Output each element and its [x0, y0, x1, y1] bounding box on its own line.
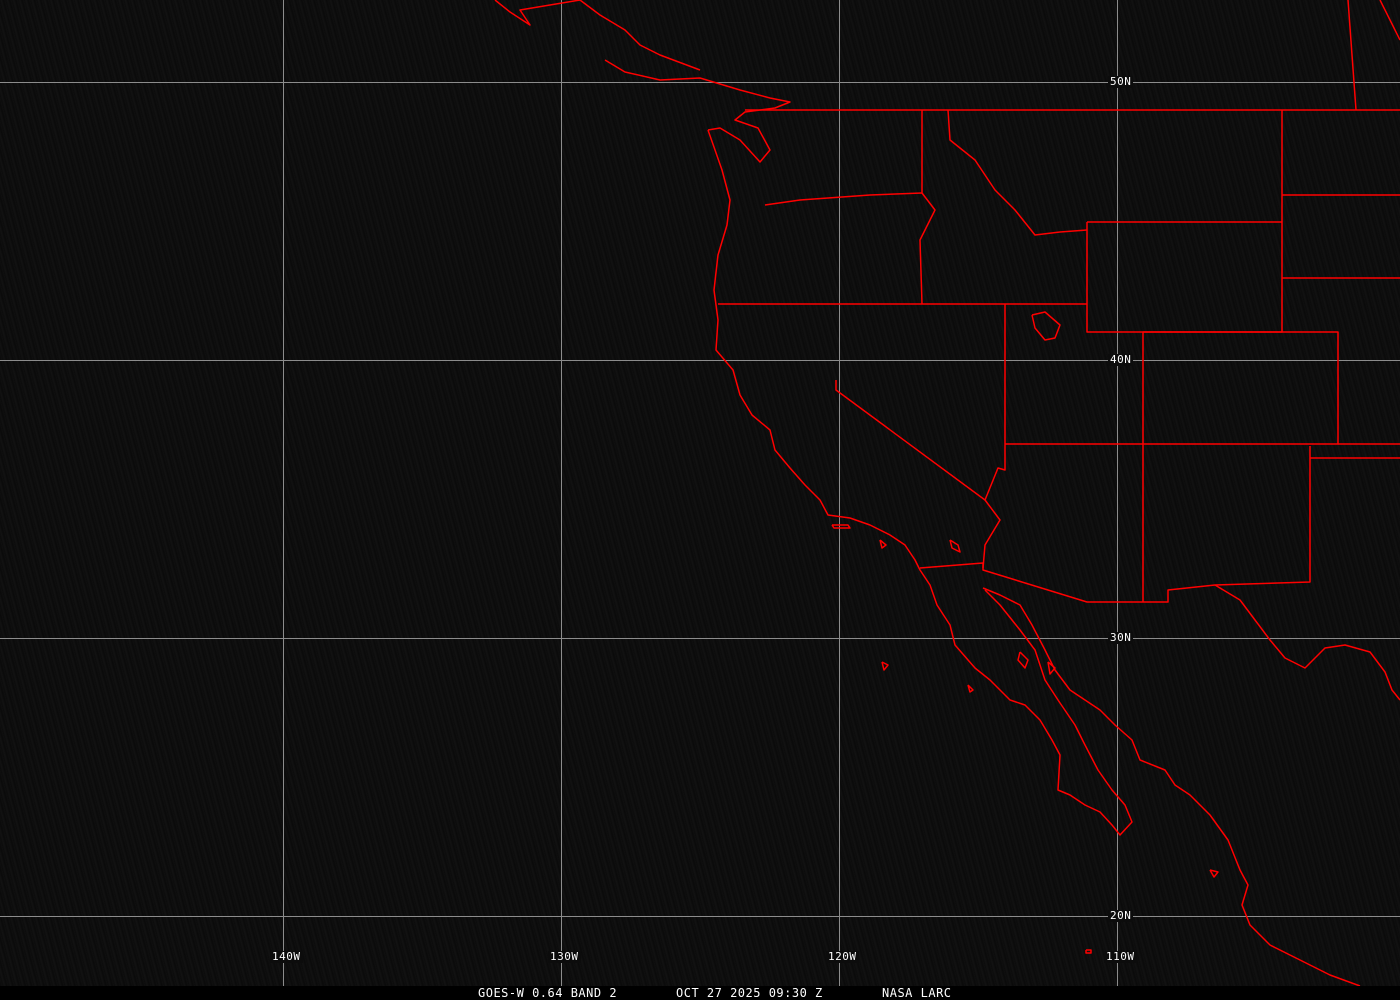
lat-label-40n: 40N — [1108, 353, 1134, 366]
coastline-pacific — [707, 129, 1133, 836]
border-wa-or — [764, 192, 923, 206]
island-c — [881, 661, 889, 671]
island-d — [1017, 651, 1029, 669]
island-a — [831, 524, 851, 529]
coastline-british-columbia — [604, 59, 791, 163]
border-us-mexico — [919, 562, 1143, 603]
lon-label-120w: 120W — [826, 950, 859, 963]
border-ca-nv — [835, 380, 986, 501]
product-label: GOES-W 0.64 BAND 2 — [478, 986, 618, 1000]
island-b — [879, 539, 887, 549]
lat-label-50n: 50N — [1108, 75, 1134, 88]
border-wa-id-or — [919, 110, 936, 305]
border-north-east — [1347, 0, 1357, 111]
border-id-mt — [947, 109, 1088, 236]
coastline-mexico-mainland — [982, 587, 1361, 986]
border-nm-tx — [1143, 446, 1311, 603]
island-h — [967, 684, 974, 693]
island-g — [1085, 949, 1092, 954]
image-caption-bar: GOES-W 0.64 BAND 2 OCT 27 2025 09:30 Z N… — [0, 986, 1400, 1000]
island-f — [1209, 869, 1219, 878]
lon-label-130w: 130W — [548, 950, 581, 963]
lon-label-140w: 140W — [270, 950, 303, 963]
lat-label-20n: 20N — [1108, 909, 1134, 922]
border-north-east-2 — [1379, 0, 1400, 41]
island-e — [1047, 661, 1056, 675]
coastline-gulf — [1214, 584, 1400, 701]
border-ut-az — [1005, 331, 1339, 602]
great-salt-lake — [1031, 311, 1061, 341]
salton-sea — [949, 539, 961, 553]
border-wyoming — [1086, 221, 1283, 333]
border-nv-ut — [982, 304, 1006, 569]
coastline-north — [494, 0, 701, 71]
lat-label-30n: 30N — [1108, 631, 1134, 644]
lon-label-110w: 110W — [1104, 950, 1137, 963]
datetime-label: OCT 27 2025 09:30 Z — [676, 986, 823, 1000]
source-label: NASA LARC — [882, 986, 952, 1000]
